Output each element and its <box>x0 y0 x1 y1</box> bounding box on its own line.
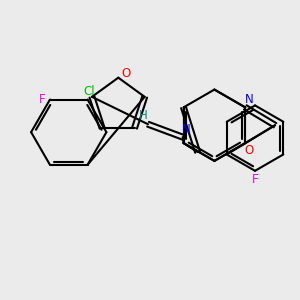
Text: O: O <box>244 145 254 158</box>
Text: N: N <box>245 93 254 106</box>
Text: F: F <box>252 173 258 186</box>
Text: O: O <box>122 67 131 80</box>
Text: N: N <box>182 123 191 136</box>
Text: F: F <box>39 93 45 106</box>
Text: Cl: Cl <box>84 85 95 98</box>
Text: H: H <box>139 109 147 122</box>
